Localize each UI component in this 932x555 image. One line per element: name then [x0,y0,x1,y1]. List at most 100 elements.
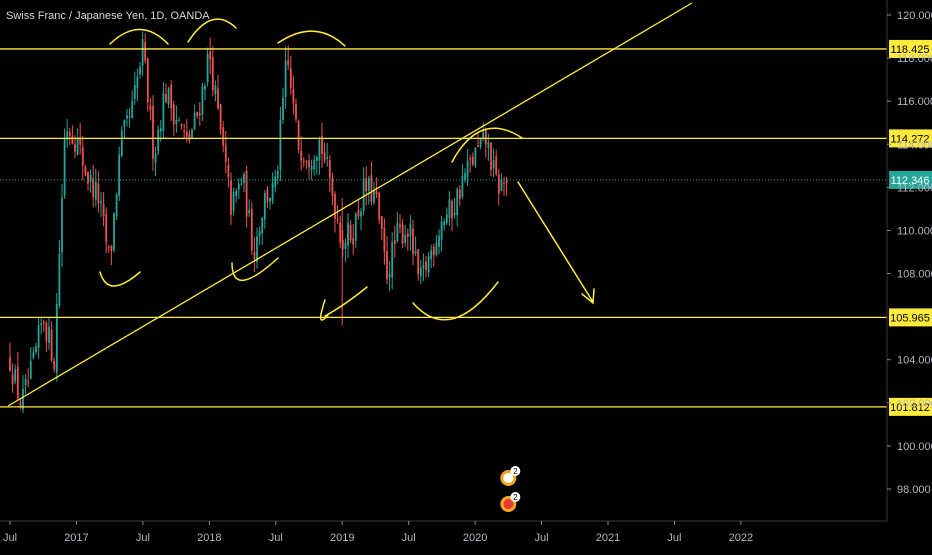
candle-body [141,39,144,66]
candle-body [331,177,334,196]
candle-body [451,201,453,219]
candle-body [230,180,232,215]
x-tick-label: Jul [667,532,681,544]
chart-title: Swiss Franc / Japanese Yen, 1D, OANDA [6,10,210,22]
candle-body [209,51,212,60]
candle-body [484,129,487,145]
candle-body [256,236,258,262]
candle-body [107,246,110,248]
x-tick-label: 2021 [596,532,620,544]
candle-body [37,325,40,348]
top-arc-3 [277,30,346,47]
y-tick-label: 110.000 [897,225,932,237]
candle-body [430,250,433,260]
candle-body [300,150,303,161]
event-marker-icon: 2 [500,492,521,512]
bottom-arc-3 [319,286,368,321]
candle-body [201,85,204,115]
candle-body [113,213,115,251]
candle-body [123,119,126,127]
candle-body [243,173,245,184]
candle-body [386,251,388,280]
x-tick-label: 2017 [64,532,88,544]
candle-body [63,138,66,196]
candle-body [417,249,420,275]
x-tick-label: Jul [402,532,416,544]
candle-body [380,216,383,229]
candle-body [289,68,292,88]
candle-body [68,132,71,136]
y-tick-label: 116.000 [897,96,932,108]
candle-body [11,374,14,385]
candle-body [110,245,113,251]
candle-body [157,130,160,151]
candle-body [9,356,11,372]
candle-body [196,112,199,116]
current-price-tag [889,170,932,189]
candle-body [89,174,92,182]
candle-body [29,361,32,379]
candle-body [92,178,95,198]
candle-body [232,192,235,211]
candle-body [414,250,417,254]
candle-body [183,130,186,132]
bottom-arc-2 [231,257,279,281]
bottom-arc-1 [99,271,141,287]
candle-body [360,211,362,217]
candle-body [427,255,430,273]
candle-body [315,157,318,161]
x-tick-label: Jul [535,532,549,544]
candle-body [425,261,427,271]
candle-body [24,378,27,386]
candle-body [206,53,209,82]
candle-body [211,57,214,91]
candle-body [102,203,105,217]
candle-body [282,97,284,120]
candle-body [284,61,287,97]
candle-body [55,304,58,373]
candle-body [497,174,500,194]
candle-body [313,160,316,170]
candle-body [165,93,167,102]
levels-layer: 118.425 114.272 105.965 101.812 112.346 [0,39,932,416]
candle-body [474,147,477,166]
level-price-label: 114.272 [891,133,930,145]
candle-body [409,224,412,237]
y-tick-label: 114.000 [897,139,932,151]
projection-arrow-head [581,288,595,305]
x-tick-label: 2018 [197,532,221,544]
candle-body [339,222,342,243]
candle-body [440,221,443,240]
candle-body [367,178,370,191]
candle-body [458,189,461,199]
candle-body [383,227,386,252]
candle-body [32,352,35,358]
y-tick-label: 112.000 [897,182,932,194]
candle-body [490,142,492,170]
head-arc [451,127,523,163]
candle-body [87,171,89,184]
candle-body [170,85,173,109]
x-tick-label: Jul [136,532,150,544]
marker-inner-circle [503,473,514,483]
candle-body [279,119,282,170]
candle-body [347,222,349,246]
candle-body [341,239,344,249]
candle-body [253,252,256,260]
candle-body [373,189,375,203]
candle-body [503,183,505,185]
candle-body [178,120,180,122]
level-price-tag [889,308,932,327]
candle-body [154,153,157,163]
x-tick-label: Jul [3,532,17,544]
candle-body [412,228,414,255]
candle-body [53,361,56,370]
candle-body [58,253,61,306]
candle-body [250,208,253,251]
candle-body [224,145,227,162]
candle-body [258,231,261,237]
candle-body [432,246,435,256]
top-arc-1 [109,28,169,45]
